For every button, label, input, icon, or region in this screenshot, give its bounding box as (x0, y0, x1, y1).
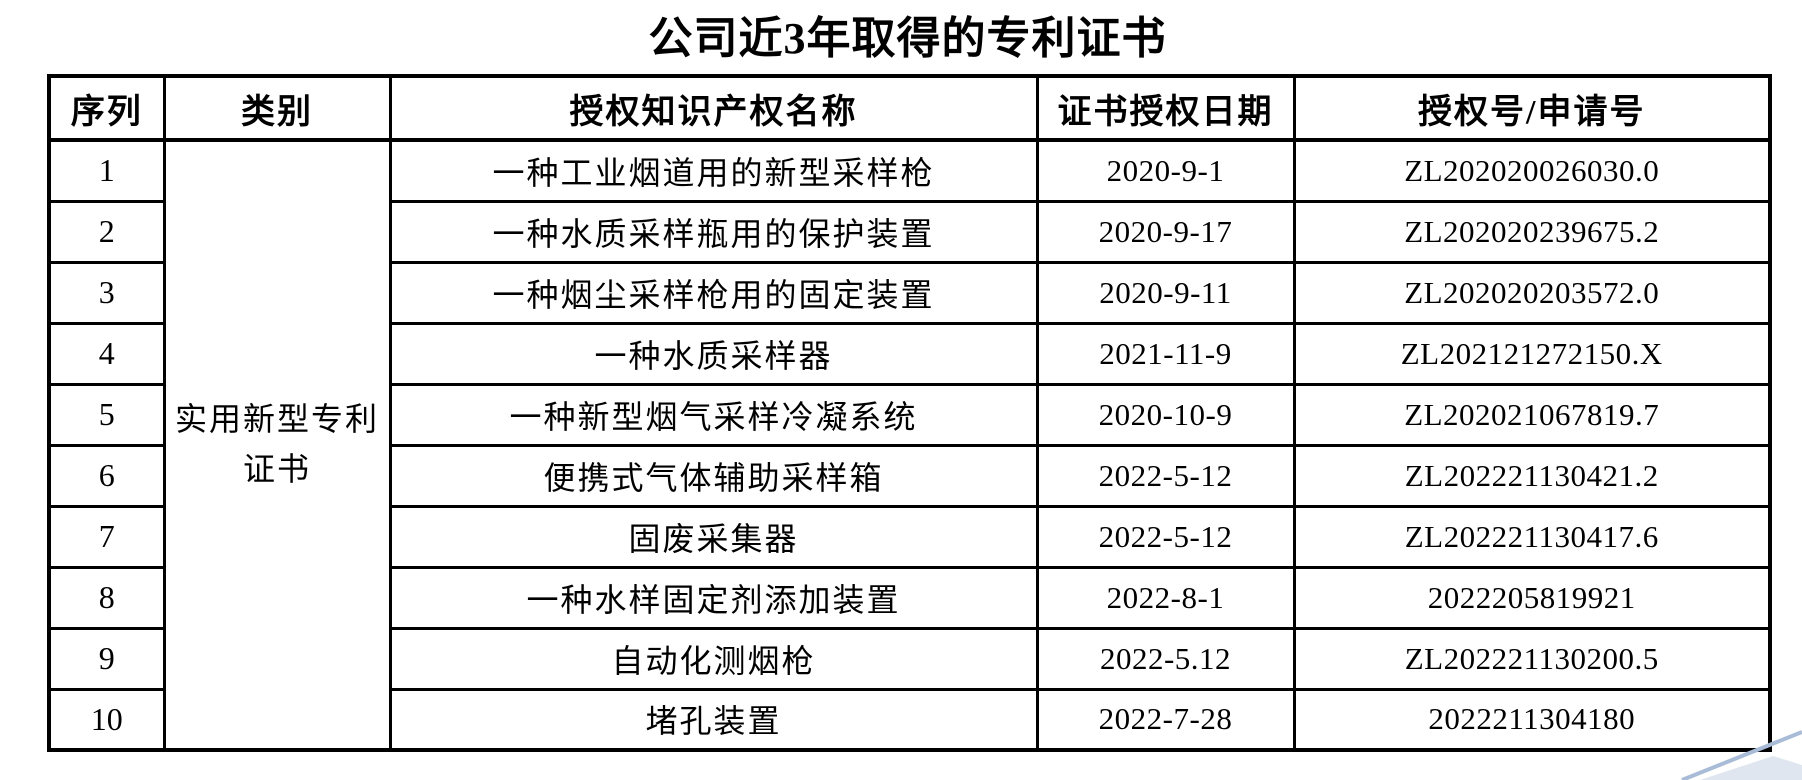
grant-date-cell: 2022-8-1 (1035, 565, 1296, 630)
serial-cell: 10 (47, 687, 166, 752)
header-row: 序列 类别 授权知识产权名称 证书授权日期 授权号/申请号 (47, 74, 1772, 142)
patent-name-cell: 一种烟尘采样枪用的固定装置 (388, 260, 1039, 325)
patent-name-cell: 一种工业烟道用的新型采样枪 (388, 138, 1039, 203)
table-header: 序列 类别 授权知识产权名称 证书授权日期 授权号/申请号 (47, 74, 1772, 142)
table-body: 1 实用新型专利证书 一种工业烟道用的新型采样枪 2020-9-1 ZL20202… (47, 138, 1772, 752)
patent-name-cell: 一种水样固定剂添加装置 (388, 565, 1039, 630)
grant-number-cell: ZL202221130421.2 (1292, 443, 1772, 508)
serial-cell: 5 (47, 382, 166, 447)
grant-date-cell: 2022-5-12 (1035, 443, 1296, 508)
grant-date-cell: 2020-9-1 (1035, 138, 1296, 203)
grant-number-cell: 2022211304180 (1292, 687, 1772, 752)
table-row: 5 一种新型烟气采样冷凝系统 2020-10-9 ZL202021067819.… (47, 382, 1772, 447)
grant-date-cell: 2020-9-17 (1035, 199, 1296, 264)
corner-triangle-shape (1700, 756, 1802, 780)
header-grant-date: 证书授权日期 (1035, 74, 1296, 142)
serial-cell: 1 (47, 138, 166, 203)
serial-cell: 6 (47, 443, 166, 508)
table-row: 4 一种水质采样器 2021-11-9 ZL202121272150.X (47, 321, 1772, 386)
grant-date-cell: 2022-7-28 (1035, 687, 1296, 752)
serial-cell: 3 (47, 260, 166, 325)
header-grant-number: 授权号/申请号 (1292, 74, 1772, 142)
table-row: 2 一种水质采样瓶用的保护装置 2020-9-17 ZL202020239675… (47, 199, 1772, 264)
serial-cell: 9 (47, 626, 166, 691)
grant-number-cell: ZL202221130200.5 (1292, 626, 1772, 691)
patent-name-cell: 便携式气体辅助采样箱 (388, 443, 1039, 508)
table-row: 6 便携式气体辅助采样箱 2022-5-12 ZL202221130421.2 (47, 443, 1772, 508)
patent-name-cell: 自动化测烟枪 (388, 626, 1039, 691)
grant-date-cell: 2022-5-12 (1035, 504, 1296, 569)
grant-date-cell: 2022-5.12 (1035, 626, 1296, 691)
page-title: 公司近3年取得的专利证书 (648, 14, 1167, 63)
grant-number-cell: ZL202020239675.2 (1292, 199, 1772, 264)
category-label: 实用新型专利证书 (175, 401, 380, 487)
table-row: 10 堵孔装置 2022-7-28 2022211304180 (47, 687, 1772, 752)
grant-date-cell: 2020-9-11 (1035, 260, 1296, 325)
table-row: 7 固废采集器 2022-5-12 ZL202221130417.6 (47, 504, 1772, 569)
header-serial: 序列 (47, 74, 166, 142)
grant-number-cell: ZL202221130417.6 (1292, 504, 1772, 569)
table-row: 3 一种烟尘采样枪用的固定装置 2020-9-11 ZL202020203572… (47, 260, 1772, 325)
serial-cell: 8 (47, 565, 166, 630)
grant-number-cell: ZL202020203572.0 (1292, 260, 1772, 325)
serial-cell: 4 (47, 321, 166, 386)
patent-name-cell: 一种新型烟气采样冷凝系统 (388, 382, 1039, 447)
grant-number-cell: ZL202021067819.7 (1292, 382, 1772, 447)
grant-date-cell: 2021-11-9 (1035, 321, 1296, 386)
grant-number-cell: 2022205819921 (1292, 565, 1772, 630)
table-row: 9 自动化测烟枪 2022-5.12 ZL202221130200.5 (47, 626, 1772, 691)
patent-name-cell: 堵孔装置 (388, 687, 1039, 752)
header-category: 类别 (162, 74, 392, 142)
serial-cell: 7 (47, 504, 166, 569)
patent-name-cell: 一种水质采样瓶用的保护装置 (388, 199, 1039, 264)
grant-number-cell: ZL202020026030.0 (1292, 138, 1772, 203)
grant-number-cell: ZL202121272150.X (1292, 321, 1772, 386)
patent-name-cell: 一种水质采样器 (388, 321, 1039, 386)
patent-name-cell: 固废采集器 (388, 504, 1039, 569)
grant-date-cell: 2020-10-9 (1035, 382, 1296, 447)
patent-table: 序列 类别 授权知识产权名称 证书授权日期 授权号/申请号 1 实用新型专利证书… (47, 74, 1772, 752)
table-row: 8 一种水样固定剂添加装置 2022-8-1 2022205819921 (47, 565, 1772, 630)
table-row: 1 实用新型专利证书 一种工业烟道用的新型采样枪 2020-9-1 ZL20202… (47, 138, 1772, 752)
header-patent-name: 授权知识产权名称 (388, 74, 1039, 142)
category-merged-cell: 实用新型专利证书 (162, 138, 392, 752)
serial-cell: 2 (47, 199, 166, 264)
